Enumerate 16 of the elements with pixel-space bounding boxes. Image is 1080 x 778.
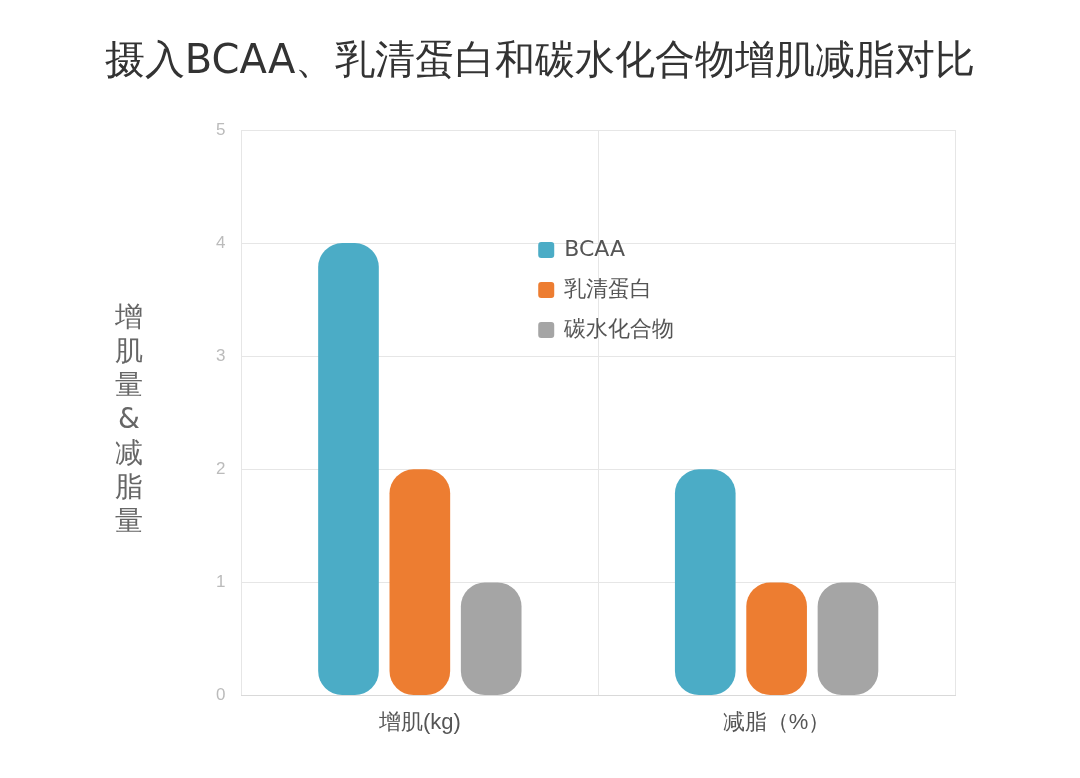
bar: [318, 243, 379, 696]
bar: [674, 469, 736, 696]
legend-label: 碳水化合物: [563, 315, 675, 341]
y-tick-label: 0: [215, 685, 226, 705]
legend-label: BCAA: [564, 235, 626, 261]
y-axis-title: 增肌量&减脂量: [114, 300, 144, 538]
y-tick-label: 3: [215, 345, 226, 365]
x-tick-label: 增肌(kg): [377, 708, 461, 734]
bar: [389, 469, 451, 696]
y-tick-label: 4: [215, 232, 226, 252]
y-tick-label: 5: [215, 119, 226, 139]
y-tick-label: 1: [215, 572, 226, 592]
x-tick-label: 减脂（%）: [722, 708, 831, 734]
legend-label: 乳清蛋白: [564, 275, 653, 301]
y-tick-label: 2: [215, 459, 226, 479]
chart-title: 摄入BCAA、乳清蛋白和碳水化合物增肌减脂对比: [103, 35, 977, 84]
